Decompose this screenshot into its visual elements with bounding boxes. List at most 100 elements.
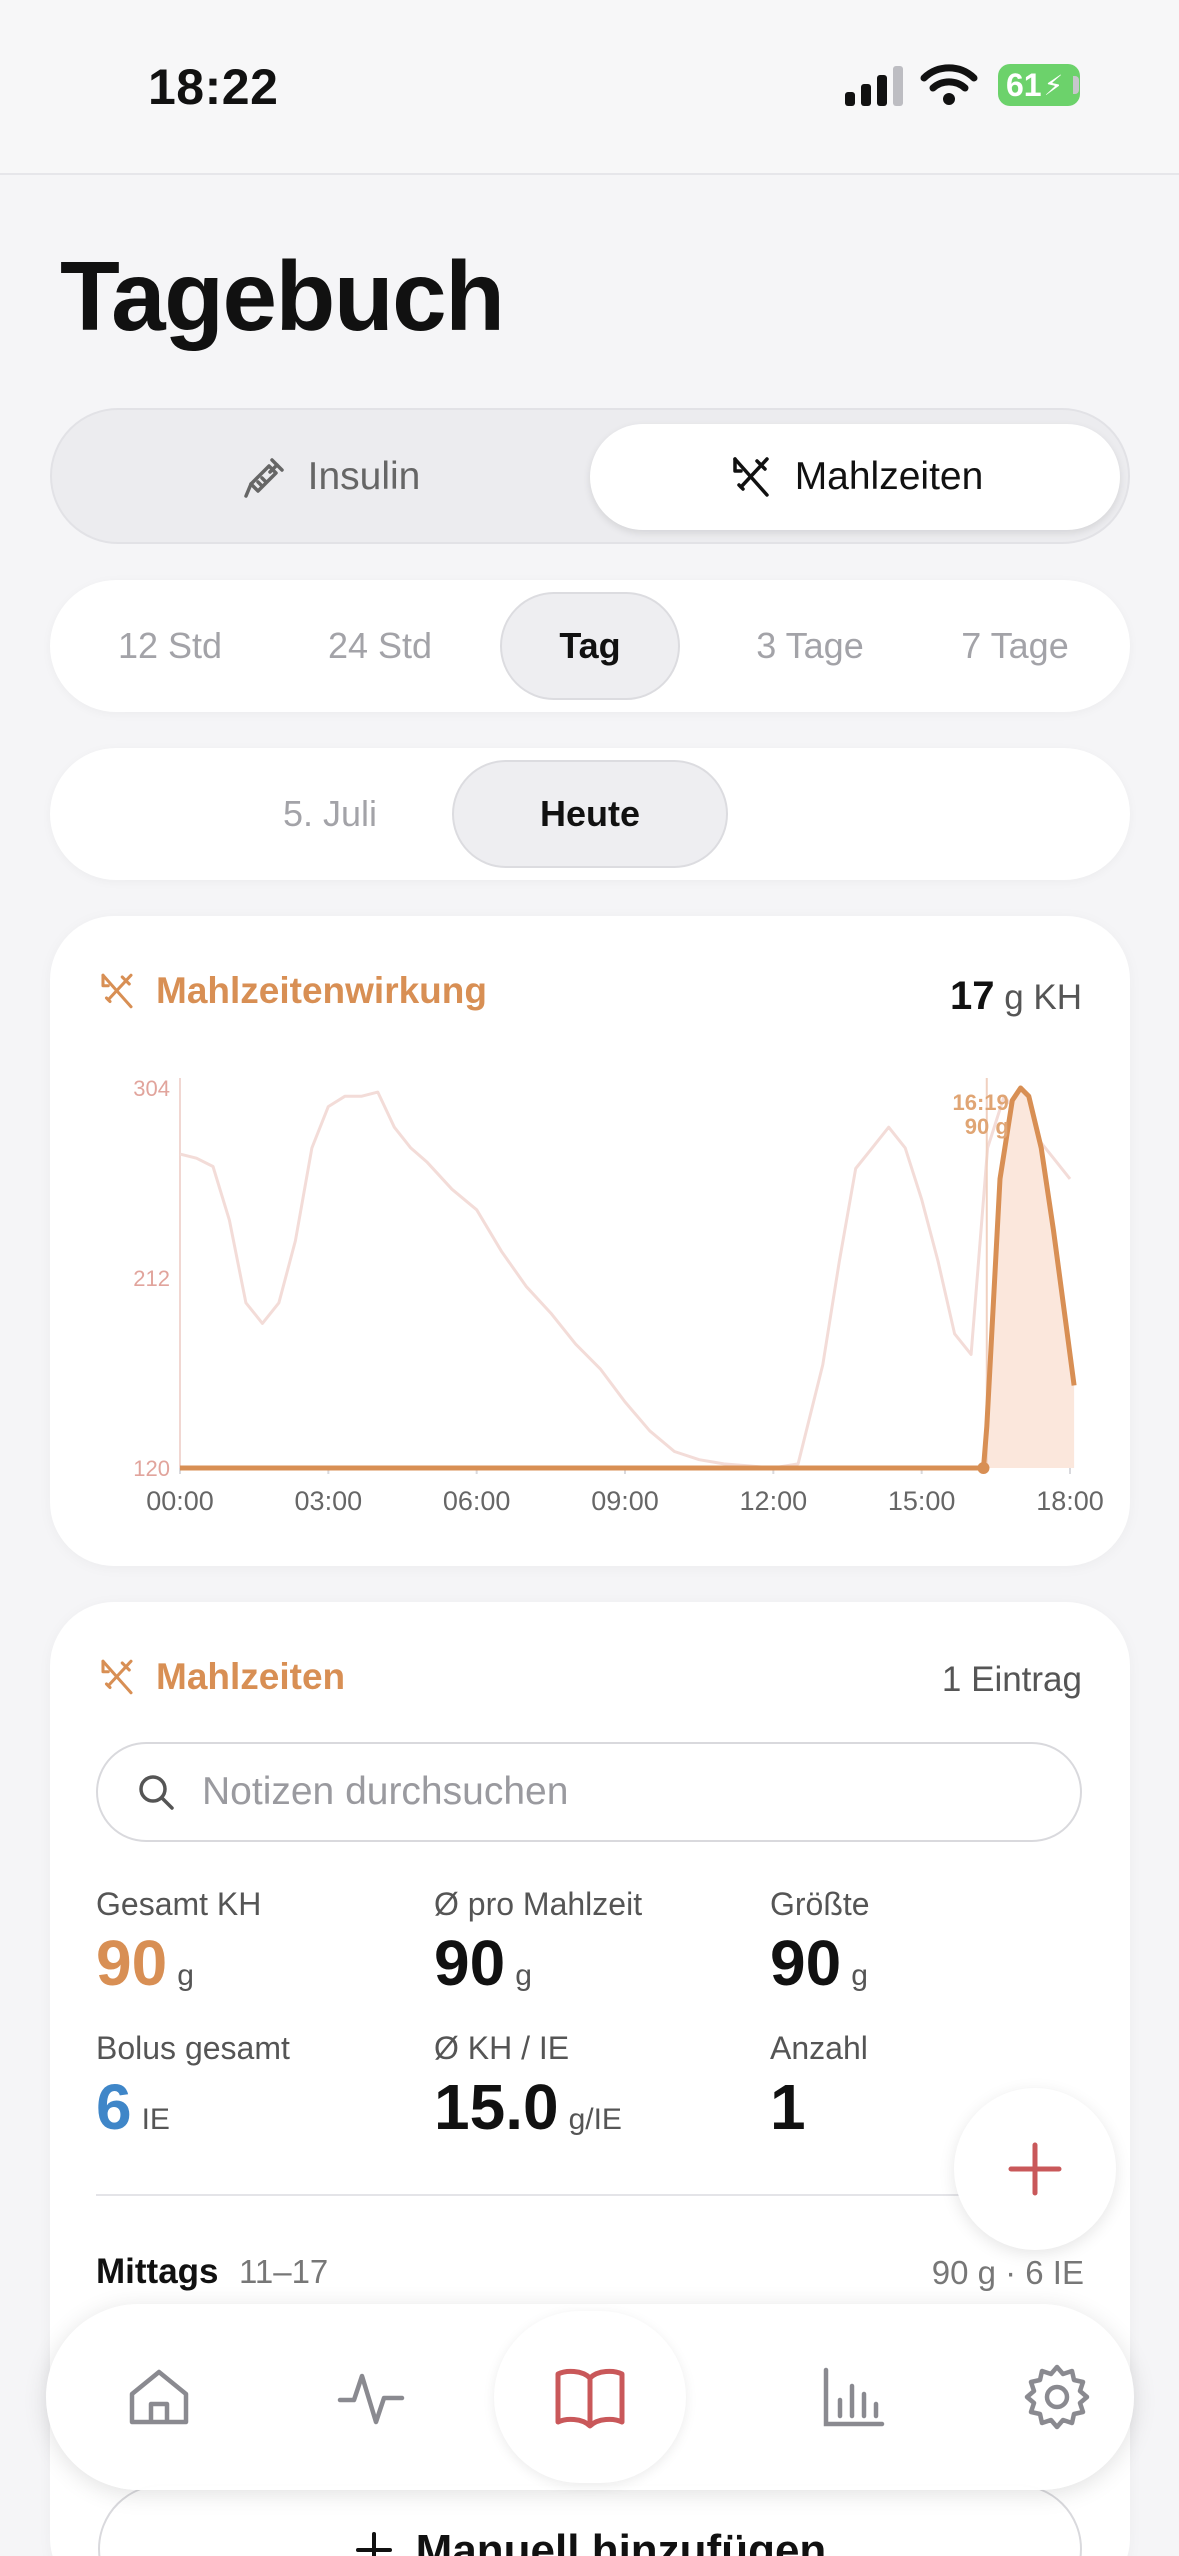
battery-level: 61	[1006, 66, 1042, 103]
meal-effect-chart: 304 212 120 00:00 03:00 06:00 09:00 12:00 15:00 1…	[133, 1076, 1104, 1516]
fork-knife-icon	[101, 973, 133, 1009]
meal-curve-line	[180, 1085, 1077, 1471]
meals-title: Mahlzeiten	[96, 1656, 345, 1698]
page-title: Tagebuch	[60, 241, 505, 351]
range-selector: 12 Std 24 Std Tag 3 Tage 7 Tage	[50, 580, 1130, 712]
stat-unit: g	[851, 1959, 868, 1992]
book-icon	[555, 2368, 625, 2429]
meal-event-point	[977, 1462, 990, 1474]
x-tick-label: 00:00	[146, 1486, 214, 1516]
x-tick-label: 06:00	[443, 1486, 511, 1516]
tab-glucose[interactable]	[306, 2332, 436, 2462]
status-bar: 18:22 61 ⚡	[0, 0, 1179, 175]
fork-knife-icon	[101, 1659, 133, 1695]
y-tick-label: 212	[133, 1266, 170, 1291]
stat-value-row: 90 g	[434, 1931, 642, 1995]
divider	[96, 2194, 1084, 2196]
stat-unit: g/IE	[568, 2103, 622, 2136]
pulse-icon	[337, 2373, 405, 2425]
stat-value: 1	[770, 2071, 806, 2143]
x-tick-label: 15:00	[888, 1486, 956, 1516]
day-heute[interactable]: Heute	[452, 760, 728, 868]
stat-value: 15.0	[434, 2071, 559, 2143]
notes-search-input[interactable]	[202, 1770, 1022, 1814]
tab-statistics[interactable]	[788, 2332, 918, 2462]
meal-effect-title-text: Mahlzeitenwirkung	[156, 970, 487, 1011]
meal-effect-card: Mahlzeitenwirkung 17 g KH 304 212 120 00:00…	[50, 916, 1130, 1566]
range-tag[interactable]: Tag	[500, 592, 680, 700]
stat-value: 6	[96, 2071, 132, 2143]
meal-curve-area	[983, 1088, 1075, 1468]
x-tick-label: 18:00	[1036, 1486, 1104, 1516]
manual-add-button[interactable]: Manuell hinzufügen	[98, 2484, 1082, 2556]
x-tick-label: 03:00	[295, 1486, 363, 1516]
meals-entry-count: 1 Eintrag	[941, 1660, 1082, 1699]
range-12std[interactable]: 12 Std	[117, 625, 223, 666]
meals-title-text: Mahlzeiten	[156, 1656, 346, 1697]
stat-label: Größte	[770, 1886, 870, 1922]
meal-effect-number: 17	[949, 974, 995, 1018]
glucose-series-line	[179, 1090, 1072, 1470]
tab-home[interactable]	[94, 2332, 224, 2462]
stat-value: 90	[96, 1927, 168, 1999]
status-time: 18:22	[148, 59, 279, 115]
x-tick-label: 09:00	[591, 1486, 659, 1516]
battery-tip	[1073, 76, 1079, 94]
meal-effect-title: Mahlzeitenwirkung	[96, 970, 487, 1012]
stat-kh-per-ie: Ø KH / IE 15.0 g/IE	[434, 2030, 622, 2139]
stat-unit: IE	[141, 2103, 170, 2136]
plus-icon	[355, 2532, 392, 2556]
plus-icon	[1008, 2142, 1062, 2196]
main-segment-control: Insulin Mahlzeiten	[50, 408, 1130, 544]
search-icon	[139, 1775, 174, 1810]
stat-label: Ø pro Mahlzeit	[434, 1886, 643, 1922]
y-tick-label: 304	[133, 1076, 170, 1101]
section-summary: 90 g · 6 IE	[931, 2254, 1084, 2291]
stat-label: Anzahl	[770, 2030, 868, 2066]
stat-value-row: 1	[770, 2075, 868, 2139]
home-icon	[129, 2369, 189, 2425]
stat-value-row: 15.0 g/IE	[434, 2075, 622, 2139]
tab-diary[interactable]	[494, 2311, 686, 2483]
meal-effect-value: 17 g KH	[950, 974, 1082, 1019]
tab-settings[interactable]	[992, 2332, 1122, 2462]
day-selector: 5. Juli Heute	[50, 748, 1130, 880]
battery-icon: 61 ⚡	[998, 64, 1080, 106]
section-name: Mittags	[96, 2252, 219, 2291]
signal-icon	[845, 66, 903, 106]
range-3tage[interactable]: 3 Tage	[756, 625, 864, 666]
syringe-icon	[243, 458, 284, 498]
day-5-juli[interactable]: 5. Juli	[282, 793, 378, 834]
x-tick-label: 12:00	[740, 1486, 808, 1516]
range-24std[interactable]: 24 Std	[327, 625, 433, 666]
section-range: 11–17	[238, 2253, 329, 2290]
stat-total-kh: Gesamt KH 90 g	[96, 1886, 261, 1995]
stat-largest: Größte 90 g	[770, 1886, 870, 1995]
tab-insulin-label: Insulin	[307, 455, 421, 498]
range-7tage[interactable]: 7 Tage	[961, 625, 1069, 666]
annotation-time-label: 16:19	[952, 1090, 1008, 1115]
stat-unit: g	[177, 1959, 194, 1992]
stat-value-row: 90 g	[96, 1931, 261, 1995]
annotation-amount-label: 90 g	[965, 1114, 1009, 1139]
stat-value: 90	[434, 1927, 506, 1999]
stat-bolus-total: Bolus gesamt 6 IE	[96, 2030, 290, 2139]
stat-value-row: 6 IE	[96, 2075, 290, 2139]
meal-effect-unit: g KH	[1004, 978, 1082, 1017]
notes-search[interactable]	[96, 1742, 1082, 1842]
bar-chart-icon	[823, 2367, 885, 2427]
section-header-mittags[interactable]: Mittags 11–17 90 g · 6 IE	[96, 2252, 1084, 2302]
stat-label: Gesamt KH	[96, 1886, 262, 1922]
tab-insulin[interactable]: Insulin	[66, 424, 596, 530]
y-tick-label: 120	[133, 1456, 170, 1481]
tab-bar	[46, 2304, 1134, 2490]
stat-label: Bolus gesamt	[96, 2030, 290, 2066]
stat-value: 90	[770, 1927, 842, 1999]
tab-mahlzeiten[interactable]: Mahlzeiten	[590, 424, 1120, 530]
wifi-icon	[920, 64, 978, 105]
add-entry-button[interactable]	[954, 2088, 1116, 2250]
stat-value-row: 90 g	[770, 1931, 870, 1995]
manual-add-label: Manuell hinzufügen	[415, 2526, 827, 2556]
fork-knife-icon	[732, 457, 769, 497]
gear-icon	[1024, 2364, 1090, 2430]
